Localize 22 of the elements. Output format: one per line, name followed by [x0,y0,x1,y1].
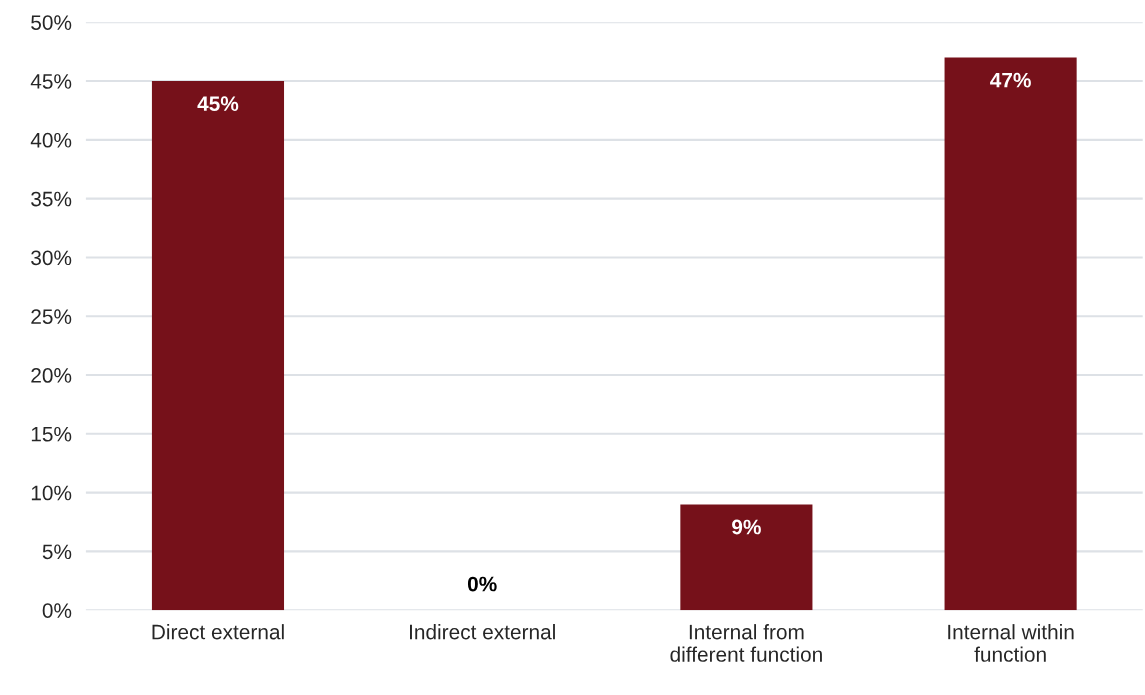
y-tick-label: 35% [31,191,72,207]
y-tick-label: 20% [31,368,72,383]
y-tick-label: 15% [31,426,72,442]
x-tick-label: Internal from different function [670,624,822,662]
bar [151,81,285,611]
y-tick-label: 50% [31,15,72,30]
y-tick-label: 30% [31,250,72,266]
y-tick-label: 10% [31,485,72,501]
x-tick-label: Direct external [152,624,284,640]
bar [944,57,1077,611]
data-label: 0% [467,576,497,592]
data-label: 45% [197,96,239,112]
y-tick-label: 25% [31,309,72,324]
y-tick-label: 0% [42,603,72,618]
bar [680,504,813,611]
y-tick-label: 5% [42,544,72,560]
y-tick-label: 40% [30,132,72,148]
data-label: 47% [990,72,1031,88]
x-tick-label: Internal within function [948,624,1074,662]
x-tick-label: Indirect external [410,624,555,640]
data-label: 9% [732,519,761,535]
y-tick-label: 45% [30,74,72,89]
